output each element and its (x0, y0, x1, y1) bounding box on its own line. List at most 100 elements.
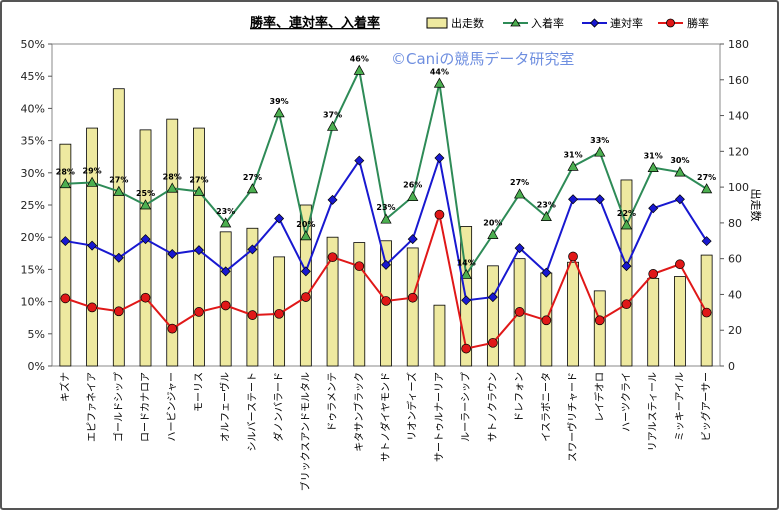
y-tick-label: 35% (21, 135, 45, 148)
point-quinella-rate (434, 152, 445, 163)
point-place-rate (326, 120, 339, 131)
data-label: 30% (670, 156, 689, 165)
point-quinella-rate (621, 261, 632, 272)
y-tick-label: 5% (28, 328, 45, 341)
legend-diamond-icon (589, 18, 600, 28)
y-tick-label: 10% (21, 296, 45, 309)
point-quinella-rate (701, 236, 712, 247)
watermark: ©Caniの競馬データ研究室 (391, 50, 574, 68)
point-win-rate (568, 251, 578, 262)
y2-tick-label: 20 (728, 324, 742, 337)
point-win-rate (220, 300, 231, 311)
point-quinella-rate (381, 259, 391, 270)
point-place-rate (674, 166, 686, 177)
category-label: リオンディーズ (406, 372, 419, 441)
data-label: 44% (430, 67, 449, 76)
point-quinella-rate (300, 266, 311, 277)
point-win-rate (113, 306, 124, 317)
point-win-rate (701, 307, 712, 318)
chart-title: 勝率、連対率、入着率 (250, 15, 380, 31)
point-win-rate (327, 252, 338, 263)
y2-axis-label: 出走数 (749, 189, 763, 222)
legend-circle-icon (666, 18, 675, 28)
point-win-rate (167, 323, 178, 334)
point-quinella-rate (541, 267, 552, 278)
point-quinella-rate (568, 194, 579, 205)
data-label: 22% (617, 209, 636, 218)
point-win-rate (247, 310, 258, 320)
point-quinella-rate (407, 234, 418, 245)
data-label: 31% (644, 152, 663, 161)
data-labels: 28% 29% 27% 25% 28% 27% 23% 27% 39% 20% 37% 46% 23% 2… (56, 54, 716, 267)
y-tick-label: 20% (21, 231, 45, 244)
point-quinella-rate (594, 194, 605, 205)
point-quinella-rate (140, 234, 151, 245)
bar-starts (620, 179, 633, 367)
point-win-rate (514, 307, 525, 317)
data-label: 27% (243, 173, 262, 182)
point-win-rate (675, 259, 685, 270)
data-label: 14% (457, 259, 476, 268)
data-label: 27% (697, 173, 716, 182)
data-label: 20% (296, 220, 315, 229)
bar-starts (567, 261, 579, 367)
y-tick-label: 45% (21, 70, 45, 83)
category-label: サトノダイヤモンド (379, 372, 392, 462)
bar-starts (433, 304, 446, 367)
category-label: スワーヴリチャード (566, 372, 579, 462)
point-place-rate (487, 228, 499, 239)
point-place-rate (594, 146, 606, 157)
point-place-rate (220, 217, 232, 228)
category-label: ダノンバラード (272, 372, 285, 442)
y-tick-label: 15% (21, 263, 45, 276)
point-win-rate (87, 302, 97, 313)
category-label: ゴールドシップ (112, 372, 125, 442)
point-win-rate (274, 308, 284, 319)
data-label: 23% (216, 207, 235, 216)
category-label: キズナ (58, 372, 71, 402)
point-quinella-rate (274, 213, 285, 224)
point-place-rate (353, 64, 365, 75)
data-label: 20% (483, 219, 502, 228)
point-place-rate (460, 268, 472, 279)
legend-label-quinella: 連対率 (610, 16, 643, 30)
category-label: ハービンジャー (166, 372, 178, 442)
bar-starts (486, 265, 499, 367)
legend-label-starts: 出走数 (451, 16, 484, 30)
category-label: シルバーステート (246, 372, 258, 452)
y-tick-label: 40% (21, 102, 45, 115)
point-quinella-rate (327, 194, 338, 205)
point-quinella-rate (87, 240, 98, 251)
point-place-rate (647, 161, 659, 172)
point-place-rate (86, 176, 98, 187)
point-place-rate (380, 213, 392, 224)
point-win-rate (381, 296, 391, 306)
point-win-rate (541, 315, 552, 326)
category-label: ミッキーアイル (675, 372, 686, 441)
category-label: ビッグアーサー (700, 372, 713, 441)
category-label: モーリス (194, 372, 205, 412)
category-label: サートゥルナーリア (433, 372, 445, 462)
y-axis-left: 0% 5% 10% 15% 20% 25% 30% 35% 40% 45% 50% (21, 38, 52, 373)
line-series (59, 64, 713, 354)
legend-bar-swatch (426, 17, 448, 29)
point-place-rate (620, 219, 633, 230)
point-place-rate (514, 188, 526, 199)
data-label: 27% (510, 178, 529, 187)
data-label: 39% (270, 97, 289, 106)
point-quinella-rate (60, 236, 71, 247)
point-quinella-rate (167, 248, 178, 259)
category-label: リアルスティール (648, 372, 659, 451)
y2-tick-label: 160 (728, 74, 749, 87)
data-label: 25% (136, 189, 155, 198)
point-quinella-rate (487, 292, 498, 303)
point-quinella-rate (220, 266, 231, 277)
bar-starts (406, 247, 419, 367)
bar-starts (112, 88, 125, 367)
point-place-rate (59, 178, 71, 189)
y-tick-label: 25% (21, 199, 45, 212)
y2-tick-label: 0 (728, 360, 735, 373)
category-label: ドレフォン (515, 372, 526, 422)
point-place-rate (567, 160, 579, 171)
